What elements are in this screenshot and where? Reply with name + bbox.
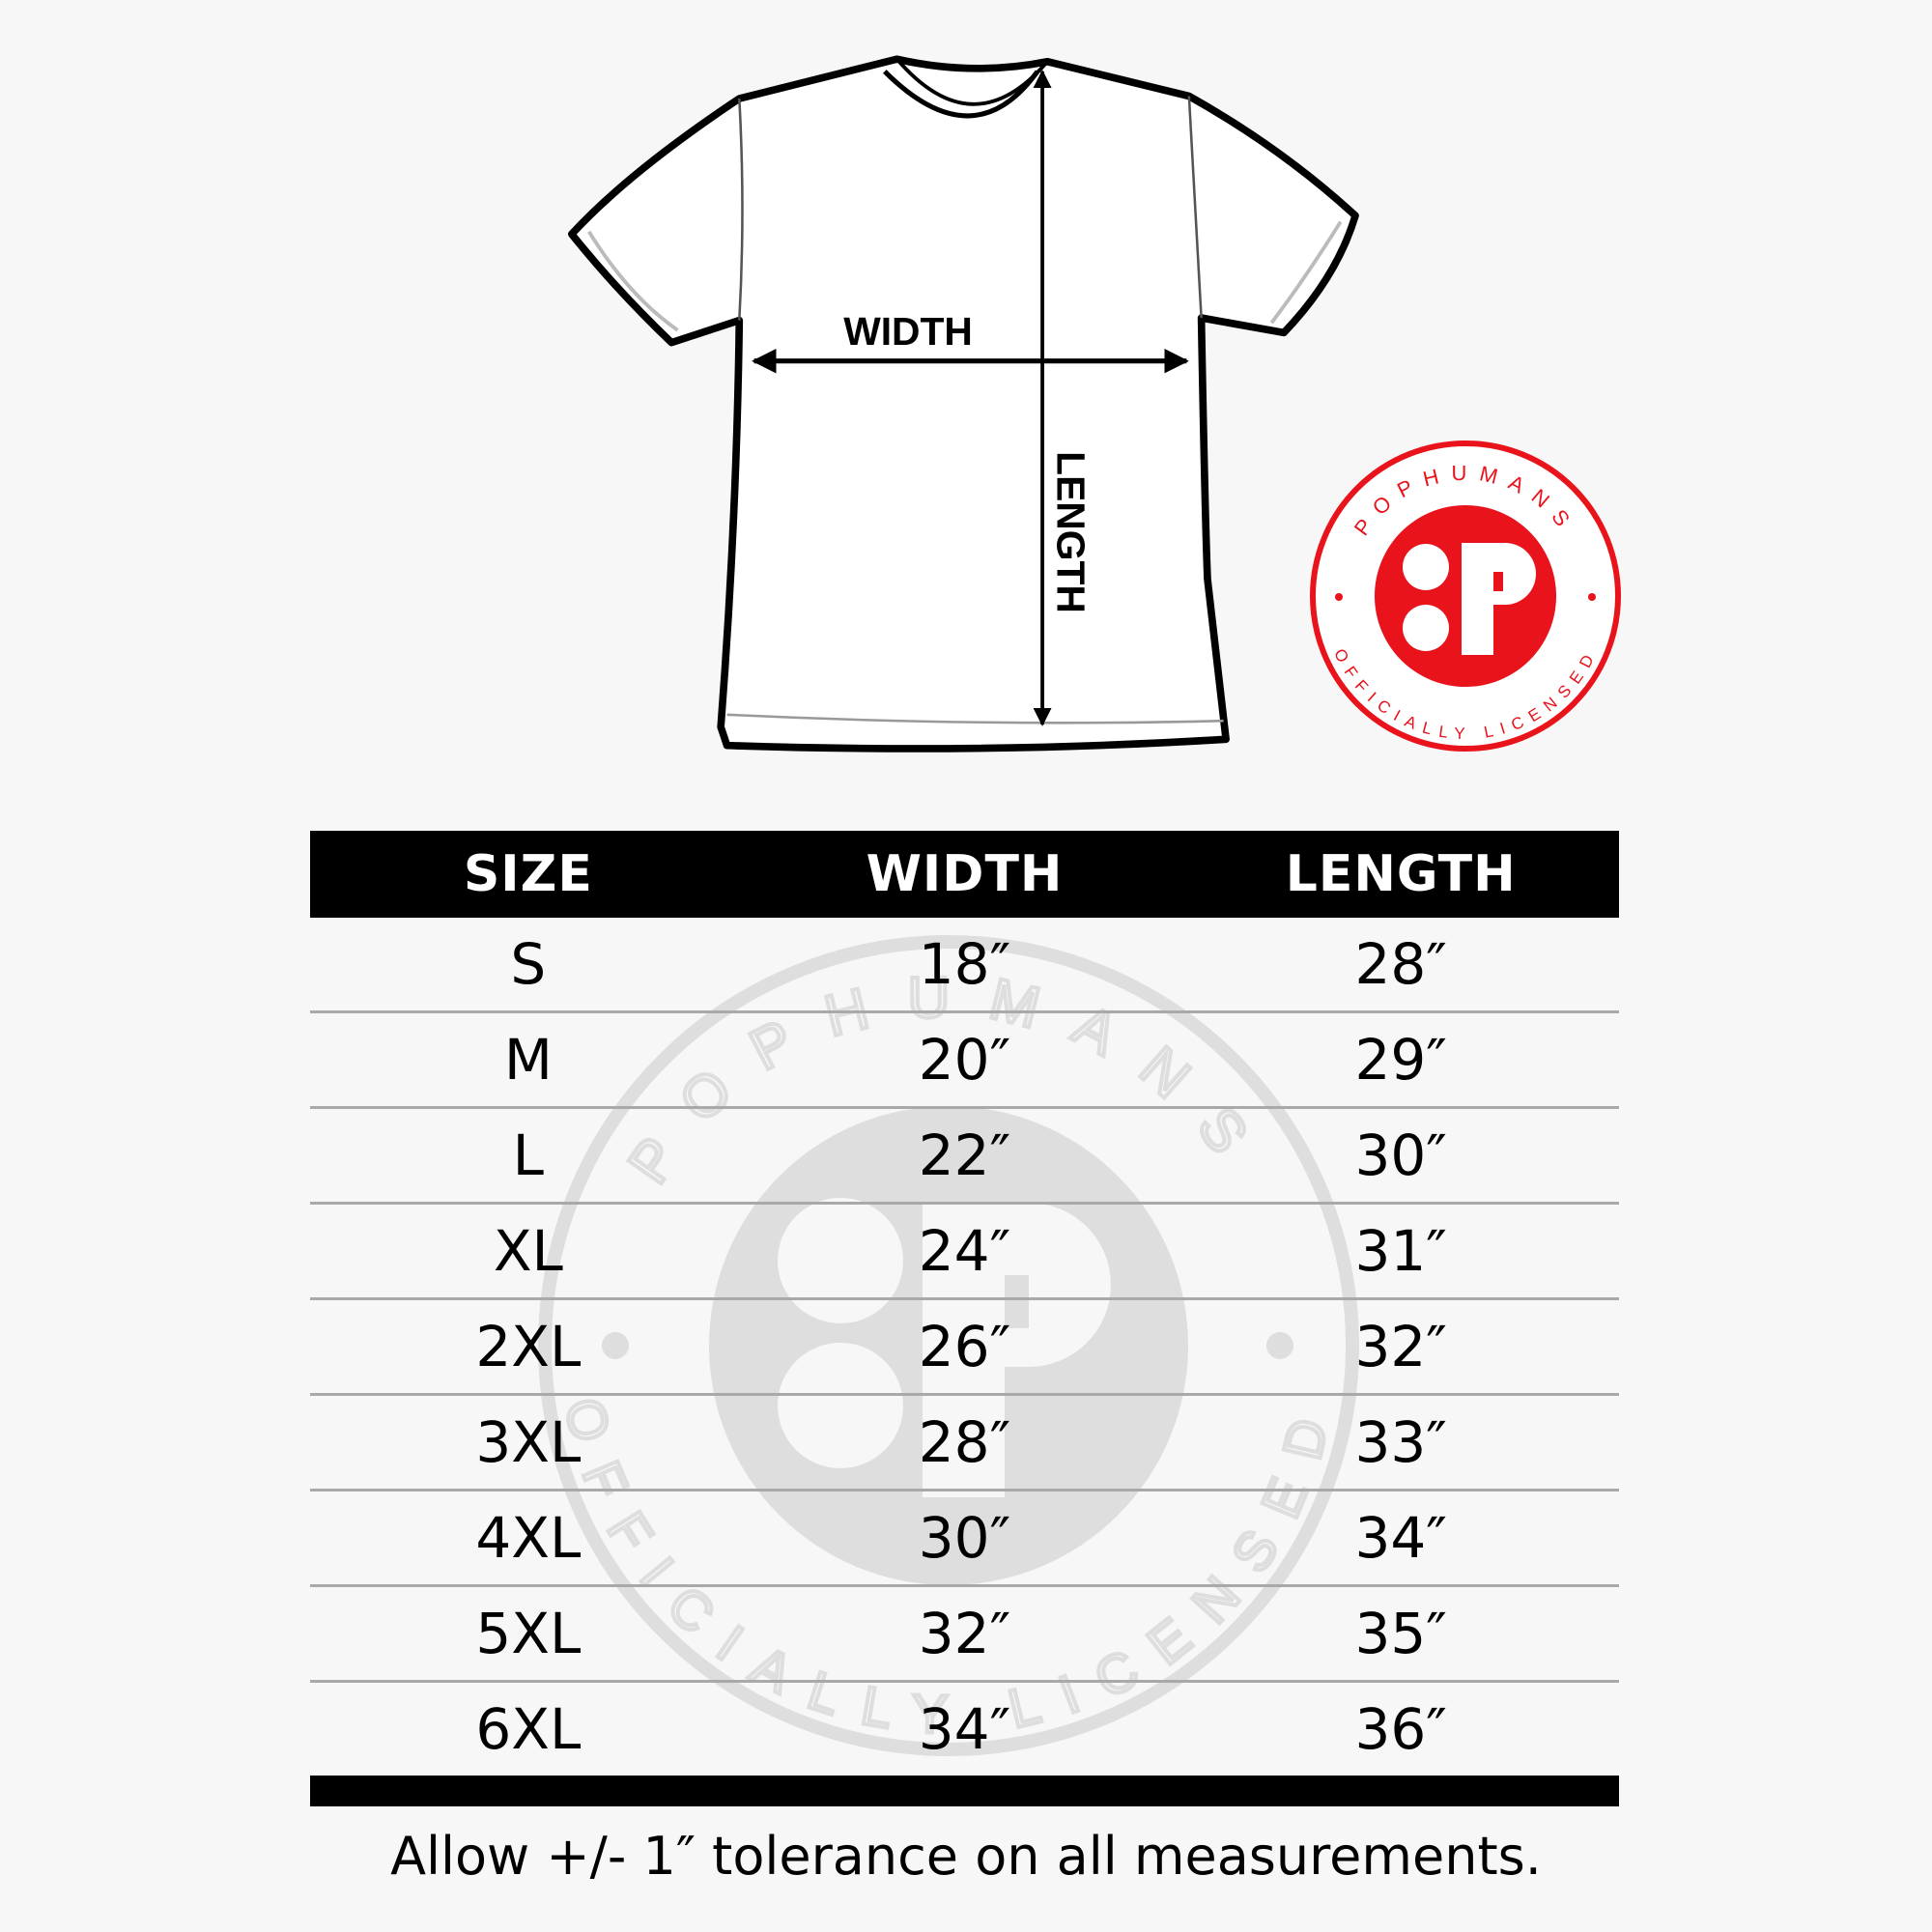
size-cell: XL xyxy=(493,1218,563,1284)
table-footer-bar xyxy=(310,1776,1619,1806)
size-cell: L xyxy=(512,1122,544,1188)
size-cell: 3XL xyxy=(475,1409,582,1475)
width-cell: 26″ xyxy=(918,1314,1011,1379)
length-cell: 28″ xyxy=(1354,931,1447,997)
table-row: M 20″ 29″ xyxy=(310,1013,1619,1109)
table-row: 4XL 30″ 34″ xyxy=(310,1492,1619,1587)
width-cell: 24″ xyxy=(918,1218,1011,1284)
header-width: WIDTH xyxy=(866,845,1064,903)
pophumans-badge: POPHUMANS OFFICIALLY LICENSED xyxy=(1310,440,1621,752)
table-header: SIZE WIDTH LENGTH xyxy=(310,831,1619,918)
length-cell: 33″ xyxy=(1354,1409,1447,1475)
width-cell: 34″ xyxy=(918,1696,1011,1762)
size-cell: 5XL xyxy=(475,1601,582,1666)
table-row: S 18″ 28″ xyxy=(310,918,1619,1013)
length-cell: 34″ xyxy=(1354,1505,1447,1571)
size-cell: 4XL xyxy=(475,1505,582,1571)
length-cell: 30″ xyxy=(1354,1122,1447,1188)
length-cell: 36″ xyxy=(1354,1696,1447,1762)
size-chart-table: SIZE WIDTH LENGTH S 18″ 28″ M 20″ 29″ L 22″ 30″ X… xyxy=(310,831,1619,1806)
size-cell: 6XL xyxy=(475,1696,582,1762)
width-cell: 32″ xyxy=(918,1601,1011,1666)
width-cell: 18″ xyxy=(918,931,1011,997)
size-cell: S xyxy=(510,931,547,997)
table-row: 2XL 26″ 32″ xyxy=(310,1300,1619,1396)
tolerance-note: Allow +/- 1″ tolerance on all measuremen… xyxy=(390,1826,1542,1887)
width-cell: 22″ xyxy=(918,1122,1011,1188)
length-cell: 29″ xyxy=(1354,1027,1447,1093)
table-row: XL 24″ 31″ xyxy=(310,1205,1619,1300)
table-row: 5XL 32″ 35″ xyxy=(310,1587,1619,1683)
header-length: LENGTH xyxy=(1285,845,1517,903)
length-cell: 32″ xyxy=(1354,1314,1447,1379)
table-row: L 22″ 30″ xyxy=(310,1109,1619,1205)
length-cell: 35″ xyxy=(1354,1601,1447,1666)
size-cell: 2XL xyxy=(475,1314,582,1379)
size-cell: M xyxy=(503,1027,553,1093)
width-cell: 30″ xyxy=(918,1505,1011,1571)
header-size: SIZE xyxy=(463,845,593,903)
length-label: LENGTH xyxy=(1048,451,1093,613)
width-cell: 20″ xyxy=(918,1027,1011,1093)
table-row: 6XL 34″ 36″ xyxy=(310,1683,1619,1776)
tshirt-diagram: WIDTH LENGTH xyxy=(568,55,1359,753)
width-label: WIDTH xyxy=(843,309,973,354)
length-cell: 31″ xyxy=(1354,1218,1447,1284)
table-row: 3XL 28″ 33″ xyxy=(310,1396,1619,1492)
width-cell: 28″ xyxy=(918,1409,1011,1475)
